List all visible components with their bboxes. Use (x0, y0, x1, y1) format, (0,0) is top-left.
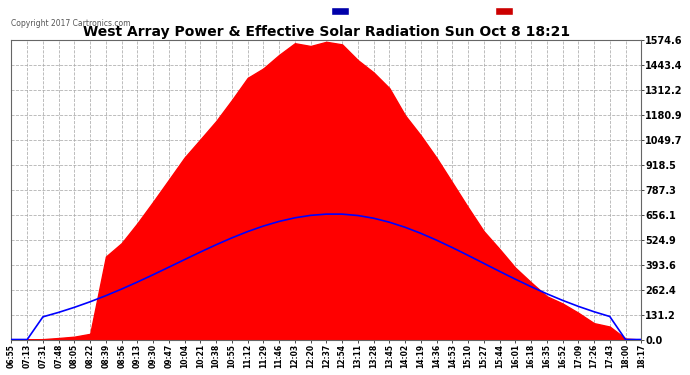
Title: West Array Power & Effective Solar Radiation Sun Oct 8 18:21: West Array Power & Effective Solar Radia… (83, 25, 570, 39)
Legend: Radiation (Effective w/m2), West Array (DC Watts): Radiation (Effective w/m2), West Array (… (330, 6, 637, 18)
Text: Copyright 2017 Cartronics.com: Copyright 2017 Cartronics.com (12, 19, 131, 28)
